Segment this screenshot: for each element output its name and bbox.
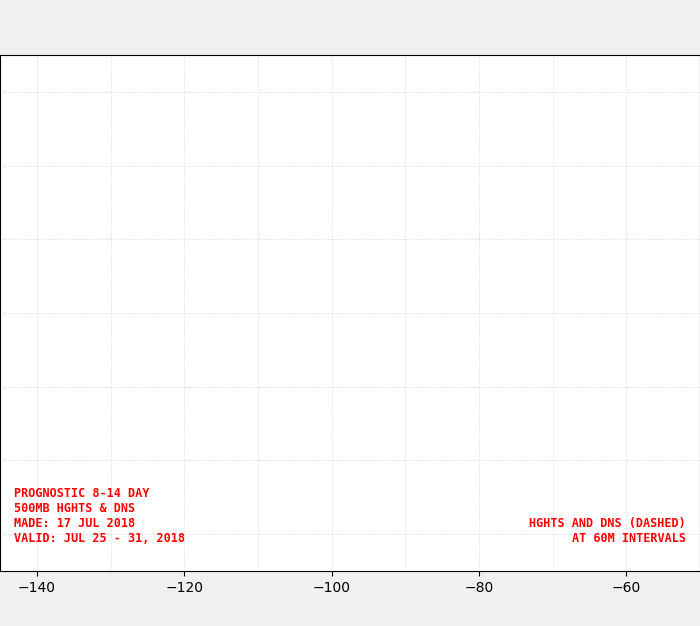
Text: HGHTS AND DNS (DASHED)
AT 60M INTERVALS: HGHTS AND DNS (DASHED) AT 60M INTERVALS	[529, 517, 686, 545]
Text: PROGNOSTIC 8-14 DAY
500MB HGHTS & DNS
MADE: 17 JUL 2018
VALID: JUL 25 - 31, 2018: PROGNOSTIC 8-14 DAY 500MB HGHTS & DNS MA…	[14, 487, 185, 545]
